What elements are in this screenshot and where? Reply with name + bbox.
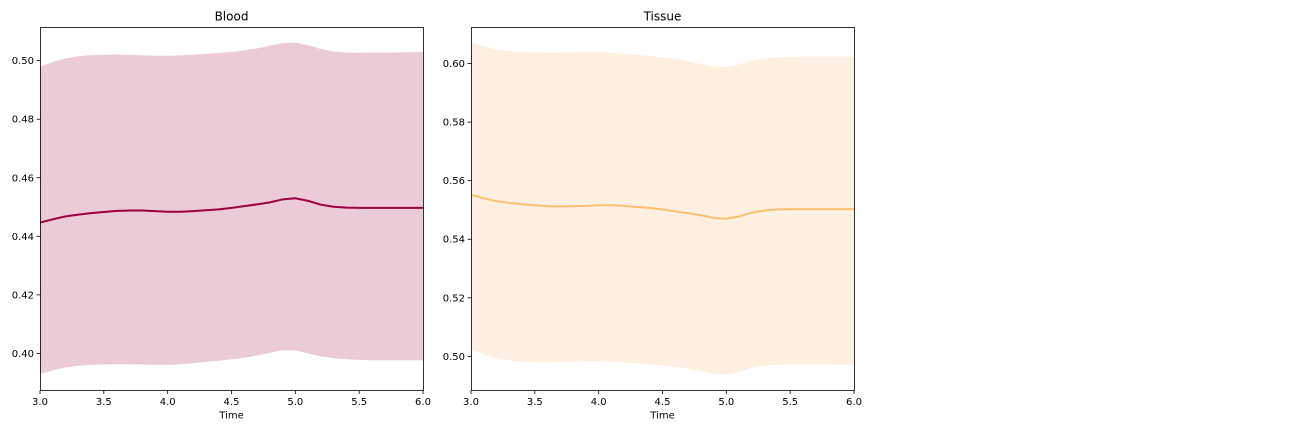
- blood-x-tick-label: 5.5: [351, 397, 367, 408]
- blood-x-tick-label: 5.0: [287, 397, 303, 408]
- tissue-panel: Tissue Time 3.0 3.5 4.0 4.5 5.0 5.5 6.0 0.50 0.5…: [443, 10, 862, 422]
- blood-x-tick-label: 3.5: [96, 397, 112, 408]
- tissue-title: Tissue: [643, 10, 682, 24]
- blood-x-tick-label: 6.0: [415, 397, 431, 408]
- tissue-mean-line: [470, 193, 854, 220]
- tissue-x-tick-label: 5.0: [718, 397, 734, 408]
- blood-x-axis-label: Time: [218, 411, 243, 422]
- blood-y-tick-label: 0.40: [12, 349, 34, 360]
- blood-title: Blood: [215, 10, 249, 24]
- blood-y-tick-label: 0.42: [12, 290, 34, 301]
- tissue-x-tick-label: 3.0: [463, 397, 479, 408]
- tissue-x-tick-label: 3.5: [527, 397, 543, 408]
- blood-axes-frame: [40, 27, 424, 391]
- blood-y-tick-label: 0.50: [12, 56, 34, 67]
- blood-y-tick-label: 0.46: [12, 173, 34, 184]
- tissue-axes-frame: [471, 27, 855, 391]
- tissue-x-tick-label: 4.5: [655, 397, 671, 408]
- tissue-y-tick-label: 0.50: [443, 352, 465, 363]
- blood-x-tick-label: 4.0: [160, 397, 176, 408]
- tissue-x-axis-label: Time: [649, 411, 674, 422]
- tissue-y-tick-label: 0.58: [443, 118, 465, 129]
- blood-y-tick-label: 0.44: [12, 232, 34, 243]
- tissue-y-tick-label: 0.52: [443, 293, 465, 304]
- blood-mean-line: [39, 197, 423, 224]
- tissue-x-tick-label: 4.0: [591, 397, 607, 408]
- blood-y-tick-label: 0.48: [12, 115, 34, 126]
- tissue-y-tick-label: 0.56: [443, 176, 465, 187]
- tissue-x-tick-label: 5.5: [782, 397, 798, 408]
- blood-x-tick-label: 3.0: [32, 397, 48, 408]
- blood-panel: Blood Time 3.0 3.5 4.0 4.5 5.0 5.5 6.0 0.40 0.42…: [12, 10, 431, 422]
- tissue-y-tick-label: 0.60: [443, 59, 465, 70]
- tissue-y-tick-label: 0.54: [443, 235, 465, 246]
- tissue-x-tick-label: 6.0: [846, 397, 862, 408]
- blood-x-tick-label: 4.5: [224, 397, 240, 408]
